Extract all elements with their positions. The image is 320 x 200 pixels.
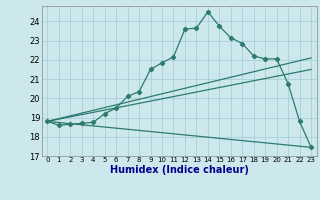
X-axis label: Humidex (Indice chaleur): Humidex (Indice chaleur) <box>110 165 249 175</box>
